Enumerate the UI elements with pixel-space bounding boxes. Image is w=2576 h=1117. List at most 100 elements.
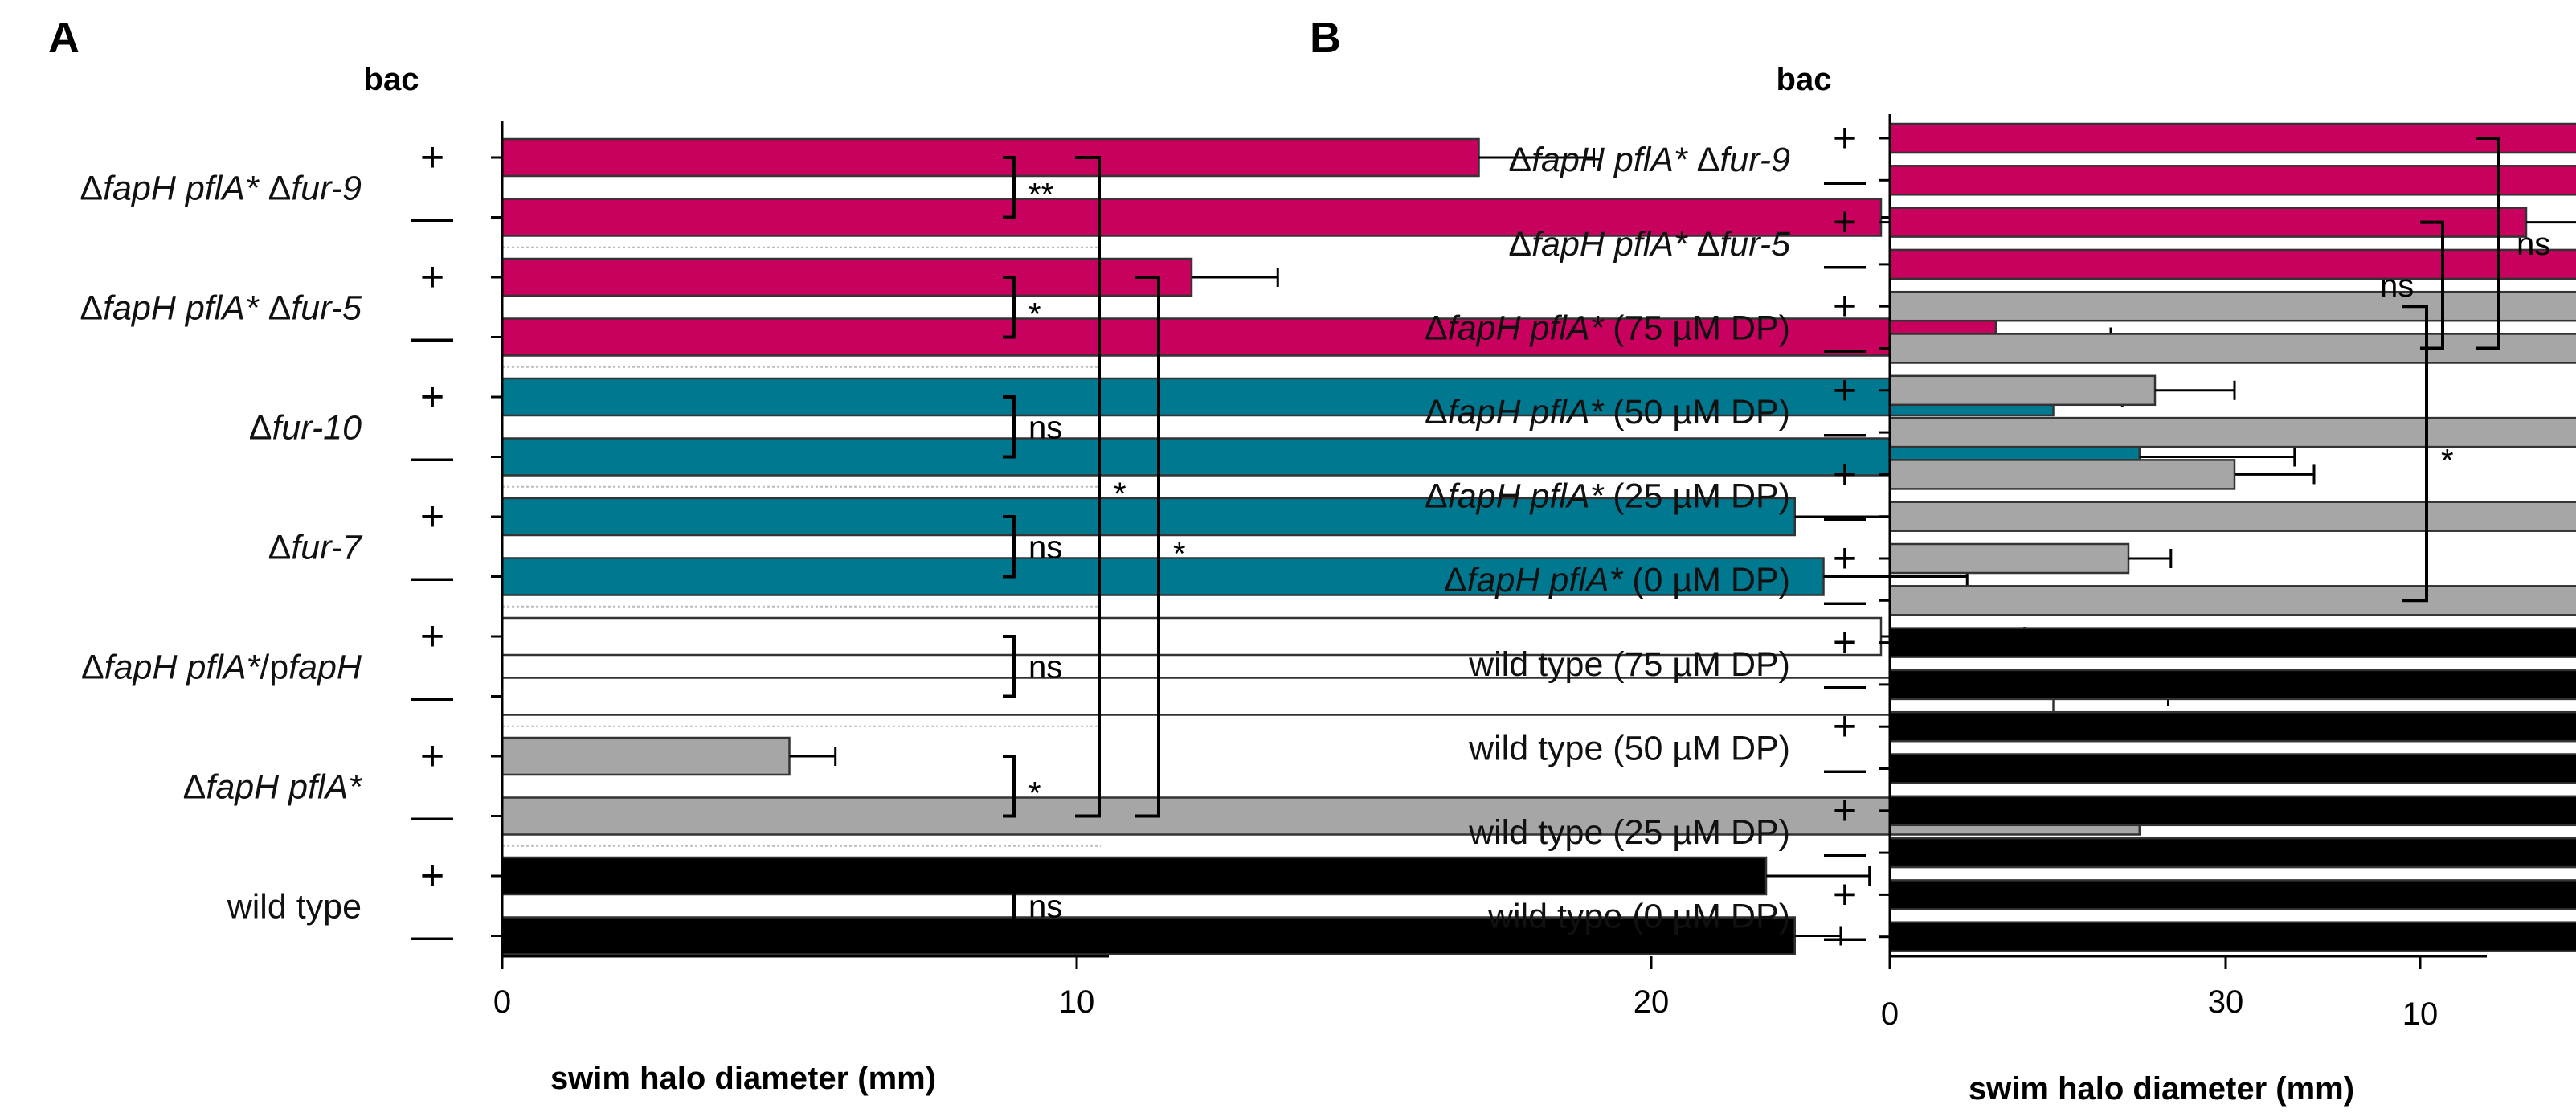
bac-plus-sign: + <box>420 134 444 181</box>
bar <box>1888 416 2576 448</box>
bar <box>501 137 1480 178</box>
category-label-part: Δ <box>1508 225 1531 264</box>
category-label: wild type (50 µM DP) <box>1468 729 1790 767</box>
category-label-part: wild type (50 µM DP) <box>1468 729 1790 767</box>
bar <box>1888 374 2157 407</box>
bracket-line <box>1075 156 1101 818</box>
category-label-part: wild type <box>227 887 362 926</box>
bar <box>1888 669 2576 701</box>
significance-bracket: ns <box>1003 635 1062 698</box>
category-label: ΔfapH pflA* (75 µM DP) <box>1425 309 1790 347</box>
bac-minus-sign: — <box>1824 241 1866 288</box>
category-label-part: /p <box>260 648 288 686</box>
x-tick-label: 0 <box>493 984 511 1020</box>
bar-group: wild type (75 µM DP) +— <box>1468 620 2576 708</box>
bac-minus-sign: — <box>1824 157 1866 203</box>
bracket-line <box>1003 156 1016 219</box>
bac-plus-sign: + <box>1833 703 1857 750</box>
bar-group: ΔfapH pflA*+— <box>183 733 2399 840</box>
bar <box>1888 585 2576 616</box>
bar <box>1888 248 2576 280</box>
bar-group: Δfur-7+— <box>268 493 1969 600</box>
bar <box>501 437 2141 477</box>
bar-group: ΔfapH pflA* (75 µM DP) +— <box>1425 283 2576 372</box>
category-label-part: Δ <box>1508 141 1531 179</box>
bac-minus-sign: — <box>1824 914 1866 960</box>
category-label: Δfur-7 <box>268 528 363 567</box>
significance-label: ns <box>1028 649 1062 685</box>
bac-minus-sign: — <box>411 554 453 600</box>
bac-plus-sign: + <box>420 374 444 420</box>
significance-bracket: * <box>1003 276 1041 339</box>
category-label-part: (25 µM DP) <box>1603 477 1790 516</box>
bar <box>1888 122 2576 154</box>
category-label-part: Δ <box>81 648 104 686</box>
category-label-part: Δ <box>1444 561 1467 599</box>
significance-label: * <box>1173 536 1186 571</box>
bracket-line <box>1003 874 1016 938</box>
category-label: wild type <box>227 887 362 926</box>
bar <box>501 796 2141 836</box>
category-label-part: fapH pflA* <box>206 767 362 806</box>
category-label-part: Δ <box>249 408 272 447</box>
bar <box>501 856 1768 896</box>
bar <box>1888 879 2576 910</box>
bar-group: wild type (50 µM DP) +— <box>1468 703 2576 792</box>
category-label-part: Δ <box>1425 477 1448 516</box>
bar <box>1888 333 2576 364</box>
bac-plus-sign: + <box>420 853 444 899</box>
category-label-part: Δ <box>80 288 103 327</box>
category-label-part: fur-5 <box>1719 225 1791 264</box>
category-label-part: fapH pflA* <box>1531 225 1688 264</box>
category-label-part: Δ <box>1687 141 1720 179</box>
significance-label: ns <box>2517 227 2550 262</box>
category-label-part: fapH pflA* <box>1448 477 1605 516</box>
bac-plus-sign: + <box>1833 451 1857 497</box>
bracket-line <box>1135 276 1160 818</box>
category-label-part: Δ <box>80 169 103 207</box>
bar <box>501 198 1883 237</box>
bar <box>501 497 1796 537</box>
bar <box>1888 795 2576 827</box>
bracket-line <box>1003 755 1016 818</box>
significance-bracket: ** <box>1003 156 1053 219</box>
bac-minus-sign: — <box>411 673 453 720</box>
category-label-part: wild type (0 µM DP) <box>1487 898 1790 936</box>
bracket-line <box>1003 395 1016 459</box>
bar-group: Δfur-10 + — <box>249 374 2296 481</box>
bar <box>501 257 1193 297</box>
bar <box>1888 542 2130 575</box>
category-label-part: Δ <box>268 528 292 567</box>
significance-bracket: * <box>1075 156 1126 818</box>
category-label-part: Δ <box>1687 225 1720 264</box>
category-label: Δfur-10 <box>249 408 362 447</box>
bar-group: ΔfapH pflA* Δfur-9 + — <box>80 134 2026 241</box>
category-label: ΔfapH pflA* (25 µM DP) <box>1425 477 1790 516</box>
panel-letter: B <box>1310 14 1341 62</box>
category-label-part: Δ <box>1425 309 1448 347</box>
category-label-part: Δ <box>259 288 292 327</box>
category-label: ΔfapH pflA* (0 µM DP) <box>1444 561 1790 599</box>
category-label-part: fapH pflA* <box>104 648 261 686</box>
category-label-part: fapH pflA* <box>1448 393 1605 432</box>
category-label-part: fur-9 <box>291 169 362 207</box>
bracket-line <box>1003 635 1016 698</box>
significance-bracket: ns <box>2380 220 2444 350</box>
x-tick-label: 30 <box>2208 984 2244 1020</box>
category-label: ΔfapH pflA*/pfapH <box>81 648 362 686</box>
category-label-part: (75 µM DP) <box>1603 309 1790 347</box>
bar-group: ΔfapH pflA* Δfur-5 + — <box>80 254 2112 361</box>
category-label: wild type (75 µM DP) <box>1468 645 1790 684</box>
significance-label: * <box>1028 775 1041 811</box>
bac-plus-sign: + <box>1833 199 1857 246</box>
bar <box>1888 290 2576 322</box>
bac-minus-sign: — <box>1824 746 1866 792</box>
bar-group: ΔfapH pflA* (50 µM DP) +— <box>1425 367 2576 456</box>
category-label: ΔfapH pflA* <box>183 767 363 806</box>
bac-minus-sign: — <box>411 314 453 361</box>
category-label-part: fapH pflA* <box>103 288 260 327</box>
category-label-part: fur-5 <box>291 288 362 327</box>
bar <box>1888 165 2576 196</box>
